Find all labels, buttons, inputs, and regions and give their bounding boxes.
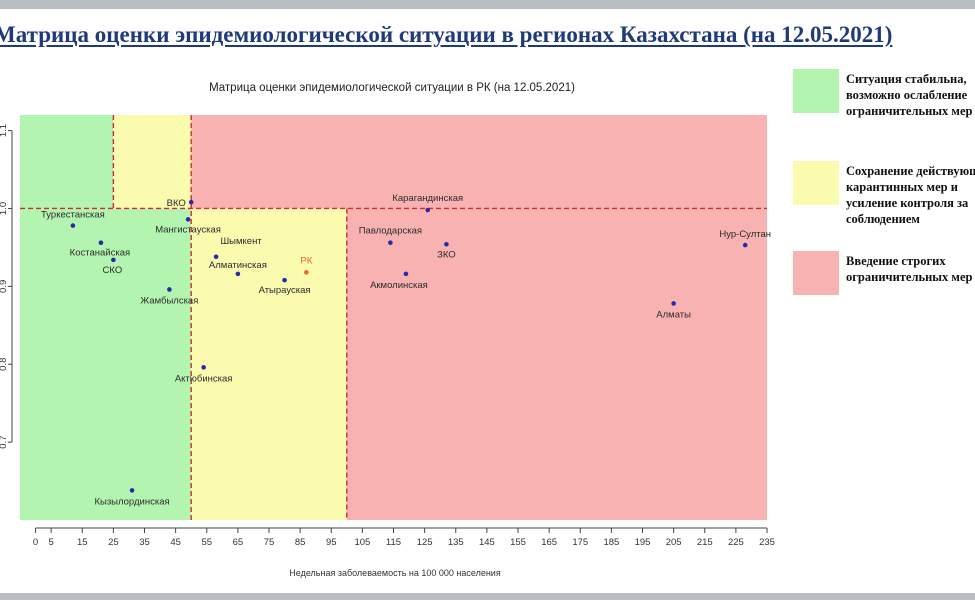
point	[185, 217, 191, 222]
top-bar	[0, 0, 975, 9]
x-tick-label: 215	[697, 537, 713, 548]
x-tick-label: 155	[510, 537, 526, 548]
point-label: Кызылординская	[94, 496, 169, 507]
threshold-lines	[20, 115, 767, 520]
y-tick-label: 0.7	[0, 436, 9, 449]
chart-title: Матрица оценки эпидемиологической ситуац…	[209, 82, 575, 94]
point-label: Нур-Султан	[719, 229, 771, 240]
legend-swatch-0	[793, 69, 839, 113]
x-tick-label: 105	[354, 537, 370, 548]
x-tick-label: 145	[479, 537, 495, 548]
x-tick-label: 225	[728, 537, 744, 548]
point	[111, 257, 116, 263]
x-tick-label: 185	[603, 537, 619, 548]
x-tick-label: 125	[417, 537, 433, 548]
point-label: Алматинская	[209, 260, 267, 271]
x-tick-label: 195	[635, 537, 651, 548]
point	[304, 270, 309, 275]
x-tick-label: 175	[572, 537, 588, 548]
zone-4	[346, 208, 767, 520]
slide-title: Матрица оценки эпидемиологической ситуац…	[0, 22, 893, 47]
point	[201, 365, 206, 370]
point-label: Карагандинская	[392, 193, 463, 204]
point	[444, 241, 449, 247]
y-tick-label: 1.0	[0, 202, 9, 215]
point	[213, 254, 219, 260]
bottom-bar	[0, 593, 975, 600]
y-tick-label: 0.9	[0, 280, 9, 293]
point	[403, 271, 409, 277]
zone-2	[191, 208, 347, 520]
x-tick-label: 165	[541, 537, 557, 548]
point	[188, 199, 194, 205]
zone-1	[20, 115, 114, 209]
point-label: СКО	[103, 265, 123, 276]
point-label: Туркестанская	[41, 210, 105, 221]
point-label: Павлодарская	[359, 226, 422, 237]
x-tick-label: 35	[139, 537, 150, 548]
x-tick-label: 85	[295, 537, 306, 548]
point	[671, 301, 676, 306]
x-tick-label: 95	[326, 537, 337, 548]
point	[167, 287, 172, 292]
point-label: Жамбылская	[140, 295, 198, 306]
point-label: РК	[300, 255, 312, 266]
x-tick-label: 135	[448, 537, 464, 548]
points-layer: Туркестанская Костанайская СКО Жамбылская Кы…	[41, 193, 771, 507]
point-label: Акмолинская	[370, 280, 428, 291]
x-tick-label: 205	[666, 537, 682, 548]
x-tick-label: 15	[77, 537, 88, 548]
point-label: ЗКО	[437, 249, 456, 260]
legend-text-2: Введение строгих ограничительных мер	[846, 254, 973, 284]
point	[98, 240, 104, 246]
point-label: Мангистауская	[155, 224, 221, 235]
x-axis-label: Недельная заболеваемость на 100 000 насе…	[289, 568, 501, 578]
axes: 0 5 15 25 35 45 55 65 75 85 95 105 115 125 135 145 155 16…	[0, 124, 775, 548]
zone-0	[20, 208, 192, 520]
zone-3	[113, 115, 192, 209]
legend-text-0: Ситуация стабильна, возможно ослабление …	[846, 72, 973, 118]
zone-5	[191, 115, 767, 209]
point-label: Костанайская	[70, 248, 130, 259]
zone-layer	[20, 115, 767, 520]
x-tick-label: 115	[386, 537, 401, 548]
point	[282, 277, 287, 283]
point	[742, 242, 748, 248]
legend-text-1: Сохранение действующих карантинных мер и…	[846, 164, 975, 226]
point-label: Алматы	[656, 309, 691, 320]
point-label: Атырауская	[259, 285, 311, 296]
y-tick-label: 1.1	[0, 124, 9, 137]
x-tick-label: 5	[48, 537, 53, 548]
x-tick-label: 75	[264, 537, 275, 548]
point	[235, 271, 241, 277]
legend-swatch-2	[793, 251, 839, 295]
scatter-chart: 0 5 15 25 35 45 55 65 75 85 95 105 115 125 135 145 155 16…	[0, 82, 775, 578]
legend-swatch-1	[793, 161, 839, 205]
x-tick-label: 45	[170, 537, 181, 548]
point-label: Шымкент	[220, 236, 262, 247]
point-label: Актюбинская	[175, 373, 233, 384]
x-tick-label: 0	[33, 537, 38, 548]
x-tick-label: 235	[759, 537, 775, 548]
point	[388, 240, 393, 246]
x-tick-label: 65	[233, 537, 244, 548]
point	[425, 207, 431, 213]
x-tick-label: 25	[108, 537, 119, 548]
y-tick-label: 0.8	[0, 358, 9, 371]
x-tick-label: 55	[201, 537, 212, 548]
point	[129, 488, 135, 493]
point-label: ВКО	[167, 198, 186, 209]
point	[70, 223, 76, 228]
